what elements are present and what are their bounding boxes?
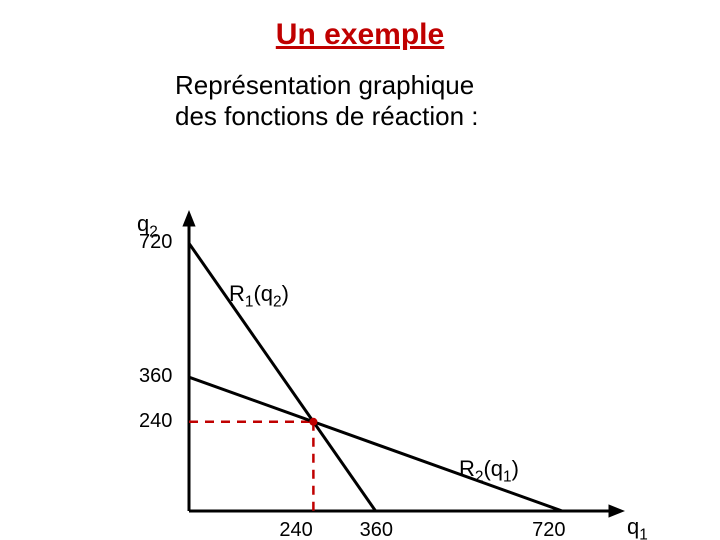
y-tick-360: 360 (139, 365, 172, 388)
x-axis-label: q1 (627, 514, 648, 540)
line-label-R1: R1(q2) (229, 281, 289, 311)
x-tick-360: 360 (360, 519, 393, 540)
line-label-R2: R2(q1) (459, 456, 519, 486)
line-R2 (189, 377, 562, 511)
y-tick-720: 720 (139, 231, 172, 254)
x-tick-720: 720 (532, 519, 565, 540)
page-title: Un exemple (0, 0, 720, 51)
chart-svg (0, 51, 720, 540)
y-axis-arrow-icon (182, 210, 195, 227)
equilibrium-point (309, 418, 317, 426)
y-tick-240: 240 (139, 410, 172, 433)
x-axis-arrow-icon (609, 504, 626, 517)
x-tick-240: 240 (279, 519, 312, 540)
